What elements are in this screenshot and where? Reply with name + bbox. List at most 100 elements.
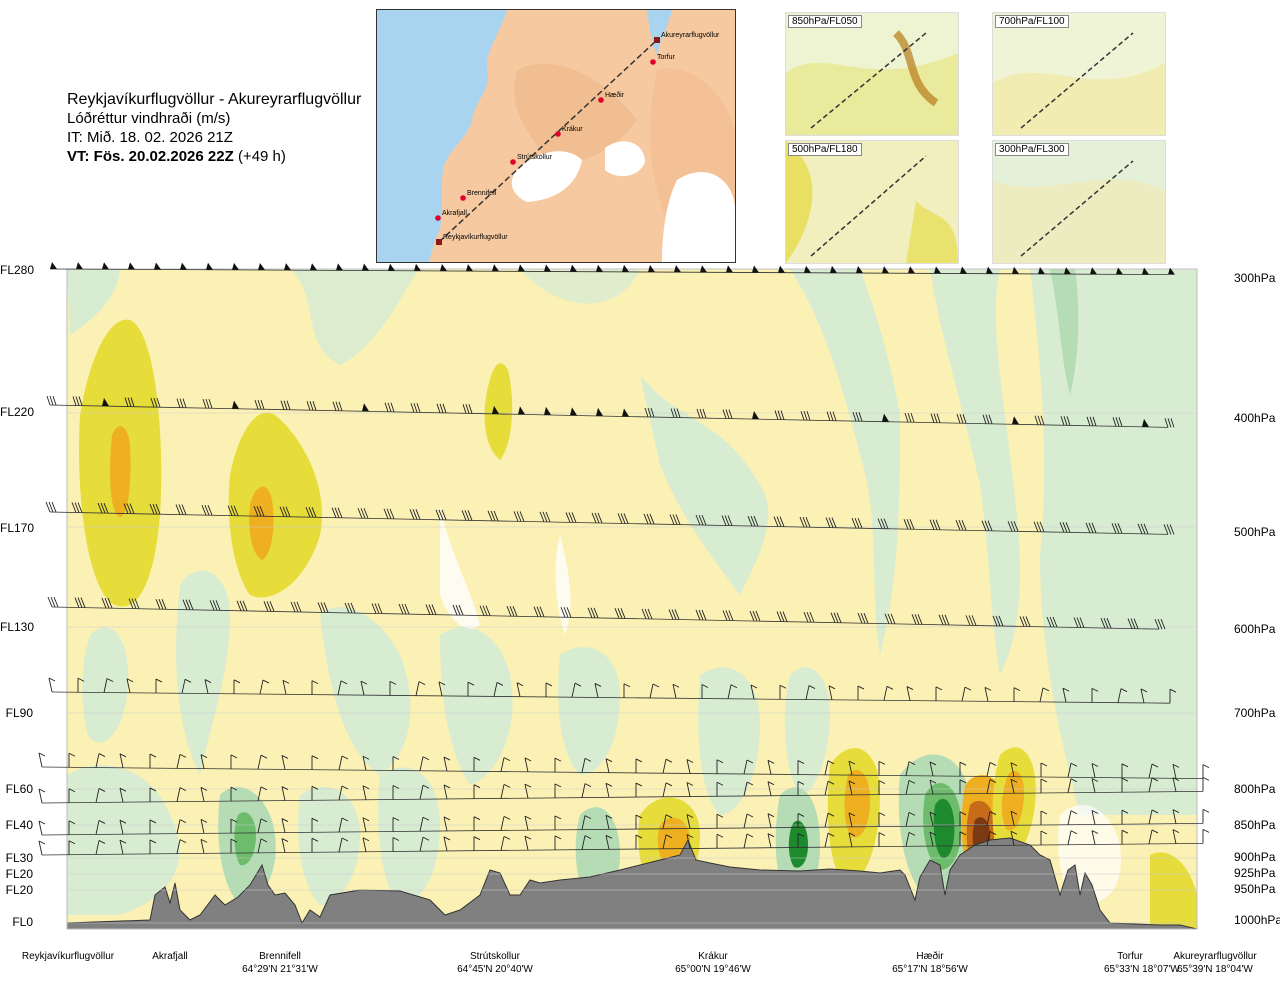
wind-barb bbox=[544, 264, 551, 272]
wind-barb bbox=[533, 606, 545, 617]
wind-barb bbox=[443, 784, 451, 800]
wind-barb bbox=[50, 262, 57, 269]
wind-barb bbox=[1091, 778, 1099, 793]
map-waypoint-marker bbox=[510, 159, 516, 165]
wind-barb bbox=[1091, 830, 1099, 845]
location-label: Akureyrarflugvöllur 65°39'N 18°04'W bbox=[1160, 950, 1270, 976]
thumbnail-300hpa[interactable]: 300hPa/FL300 bbox=[992, 140, 1166, 264]
wind-barb bbox=[727, 684, 738, 699]
thumbnail-700hpa[interactable]: 700hPa/FL100 bbox=[992, 12, 1166, 136]
wind-barb bbox=[384, 402, 395, 412]
wind-barb bbox=[119, 753, 127, 768]
terrain-profile bbox=[67, 837, 1197, 929]
wind-barb bbox=[1059, 522, 1071, 533]
location-label: Hæðir 65°17'N 18°56'W bbox=[885, 950, 975, 976]
wind-barb bbox=[392, 837, 400, 852]
wind-barb bbox=[128, 598, 140, 609]
wind-barb bbox=[119, 819, 127, 835]
wind-barb bbox=[97, 502, 109, 514]
wind-barb bbox=[649, 683, 660, 699]
wind-barb bbox=[45, 501, 57, 513]
wind-barb bbox=[357, 508, 369, 519]
wind-barb bbox=[1172, 829, 1180, 844]
level-label-left: FL30 bbox=[5, 851, 33, 865]
wind-barb bbox=[492, 405, 499, 414]
wind-barb bbox=[747, 515, 759, 527]
wind-barb bbox=[46, 395, 57, 406]
wind-barb bbox=[500, 784, 511, 799]
wind-barb bbox=[797, 781, 805, 796]
wind-barb bbox=[726, 265, 733, 273]
wind-barb bbox=[1010, 830, 1018, 846]
level-gridlines bbox=[67, 268, 1197, 924]
location-name: Akureyrarflugvöllur bbox=[1173, 951, 1257, 962]
wind-barb bbox=[1202, 776, 1210, 792]
thumbnail-500hpa[interactable]: 500hPa/FL180 bbox=[785, 140, 959, 264]
wind-barb bbox=[773, 516, 785, 527]
wind-barb bbox=[722, 610, 734, 621]
wind-barb bbox=[581, 835, 592, 850]
wind-barb bbox=[466, 264, 473, 272]
wind-barb bbox=[641, 608, 653, 620]
level-label-right: 700hPa bbox=[1234, 706, 1276, 720]
wind-barb bbox=[929, 831, 937, 847]
wind-barb bbox=[904, 413, 915, 423]
wind-barb bbox=[101, 597, 113, 609]
wind-barb bbox=[1067, 778, 1078, 793]
wind-barb bbox=[438, 681, 446, 696]
wind-barb bbox=[961, 686, 972, 702]
wind-barb bbox=[545, 682, 553, 697]
wind-barb bbox=[279, 506, 291, 517]
valid-time-offset: (+49 h) bbox=[237, 148, 286, 165]
wind-barb bbox=[905, 831, 916, 847]
wind-barb bbox=[767, 833, 775, 848]
wind-barb bbox=[830, 612, 842, 623]
wind-barb bbox=[596, 407, 603, 416]
wind-barb bbox=[150, 397, 161, 408]
wind-barb bbox=[1148, 777, 1159, 793]
wind-barb bbox=[767, 781, 775, 796]
wind-barb bbox=[74, 597, 86, 608]
level-label-right: 500hPa bbox=[1234, 525, 1276, 539]
wind-barb bbox=[848, 832, 856, 847]
glacier-vatnajokull bbox=[662, 171, 735, 262]
wind-barb bbox=[554, 815, 562, 830]
location-coord: 65°39'N 18°04'W bbox=[1177, 964, 1253, 975]
wind-barb bbox=[1013, 687, 1021, 702]
wind-barb bbox=[986, 779, 997, 794]
wind-barb bbox=[311, 785, 319, 801]
wind-barb bbox=[1091, 763, 1099, 778]
wind-barb bbox=[906, 686, 914, 701]
level-label-left: FL220 bbox=[0, 405, 35, 419]
wind-barb bbox=[344, 602, 356, 614]
barb-axis-line bbox=[49, 404, 1169, 428]
wind-barb bbox=[1168, 267, 1175, 275]
wind-barb bbox=[1034, 415, 1045, 425]
wind-barb bbox=[362, 755, 370, 771]
map-waypoint-marker bbox=[460, 195, 466, 201]
level-label-right: 300hPa bbox=[1234, 271, 1276, 285]
thumbnail-850hpa[interactable]: 850hPa/FL050 bbox=[785, 12, 959, 136]
glacier-langjokull bbox=[511, 151, 582, 202]
wind-barb bbox=[955, 520, 967, 531]
wind-barb bbox=[76, 262, 83, 270]
wind-barb bbox=[749, 610, 761, 622]
wind-barb bbox=[797, 760, 805, 775]
wind-barb bbox=[232, 400, 239, 409]
level-label-right: 600hPa bbox=[1234, 622, 1276, 636]
wind-barb bbox=[1154, 618, 1166, 630]
wind-barb bbox=[851, 517, 863, 529]
wind-barb bbox=[124, 397, 135, 407]
wind-barb bbox=[362, 263, 369, 271]
wind-barb bbox=[38, 752, 46, 768]
wind-barb bbox=[200, 818, 208, 834]
location-name: Strútskollur bbox=[469, 951, 520, 962]
wind-barb bbox=[71, 502, 83, 513]
wind-barb bbox=[929, 779, 937, 795]
wind-barb bbox=[518, 264, 525, 272]
wind-barb bbox=[1112, 417, 1123, 427]
route-waypoints: Akureyrarflugvöllur Torfur Hæðir Krákur Strú… bbox=[435, 32, 720, 245]
wind-barb bbox=[331, 507, 343, 518]
wind-barb bbox=[743, 813, 754, 829]
wind-barb bbox=[440, 263, 447, 271]
